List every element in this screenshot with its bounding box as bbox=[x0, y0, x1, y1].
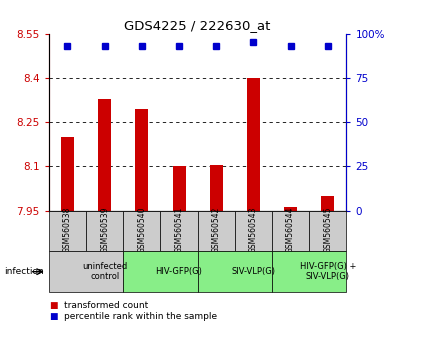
Bar bbox=[86, 211, 123, 251]
Text: percentile rank within the sample: percentile rank within the sample bbox=[64, 312, 217, 321]
Text: ■: ■ bbox=[49, 301, 57, 310]
Text: GSM560538: GSM560538 bbox=[63, 207, 72, 253]
Text: infection: infection bbox=[4, 267, 44, 276]
Bar bbox=[198, 211, 235, 251]
Bar bbox=[284, 207, 297, 211]
Bar bbox=[173, 166, 186, 211]
Text: transformed count: transformed count bbox=[64, 301, 148, 310]
Bar bbox=[272, 211, 309, 251]
Bar bbox=[198, 251, 272, 292]
Bar bbox=[123, 251, 198, 292]
Text: HIV-GFP(G) +
SIV-VLP(G): HIV-GFP(G) + SIV-VLP(G) bbox=[300, 262, 356, 281]
Text: GSM560540: GSM560540 bbox=[137, 207, 146, 253]
Text: HIV-GFP(G): HIV-GFP(G) bbox=[156, 267, 202, 276]
Bar bbox=[160, 211, 198, 251]
Text: GSM560539: GSM560539 bbox=[100, 207, 109, 253]
Text: GSM560543: GSM560543 bbox=[249, 207, 258, 253]
Bar bbox=[135, 109, 148, 211]
Bar bbox=[309, 211, 346, 251]
Text: SIV-VLP(G): SIV-VLP(G) bbox=[231, 267, 275, 276]
Text: uninfected
control: uninfected control bbox=[82, 262, 127, 281]
Bar bbox=[210, 165, 223, 211]
Bar bbox=[61, 137, 74, 211]
Text: GSM560544: GSM560544 bbox=[286, 207, 295, 253]
Bar bbox=[98, 98, 111, 211]
Bar bbox=[49, 251, 123, 292]
Text: ■: ■ bbox=[49, 312, 57, 321]
Text: GSM560542: GSM560542 bbox=[212, 207, 221, 253]
Title: GDS4225 / 222630_at: GDS4225 / 222630_at bbox=[125, 19, 271, 33]
Bar bbox=[272, 251, 346, 292]
Bar bbox=[235, 211, 272, 251]
Bar bbox=[49, 211, 86, 251]
Text: GSM560541: GSM560541 bbox=[175, 207, 184, 253]
Bar bbox=[247, 78, 260, 211]
Bar bbox=[321, 196, 334, 211]
Text: GSM560545: GSM560545 bbox=[323, 207, 332, 253]
Bar bbox=[123, 211, 160, 251]
